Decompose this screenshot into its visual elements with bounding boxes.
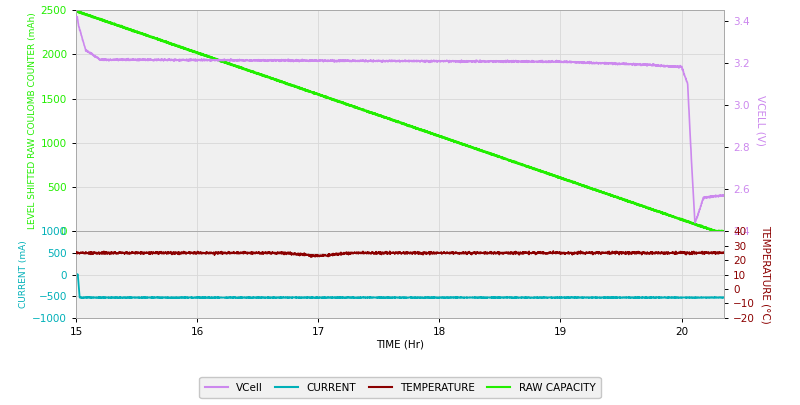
Y-axis label: VCELL (V): VCELL (V) xyxy=(755,95,766,146)
Y-axis label: TEMPERATURE (°C): TEMPERATURE (°C) xyxy=(761,225,770,324)
Y-axis label: LEVEL SHIFTED RAW COULOMB COUNTER (mAh): LEVEL SHIFTED RAW COULOMB COUNTER (mAh) xyxy=(27,12,37,229)
Y-axis label: CURRENT (mA): CURRENT (mA) xyxy=(19,241,28,309)
Legend: VCell, CURRENT, TEMPERATURE, RAW CAPACITY: VCell, CURRENT, TEMPERATURE, RAW CAPACIT… xyxy=(199,377,601,398)
X-axis label: TIME (Hr): TIME (Hr) xyxy=(376,340,424,350)
